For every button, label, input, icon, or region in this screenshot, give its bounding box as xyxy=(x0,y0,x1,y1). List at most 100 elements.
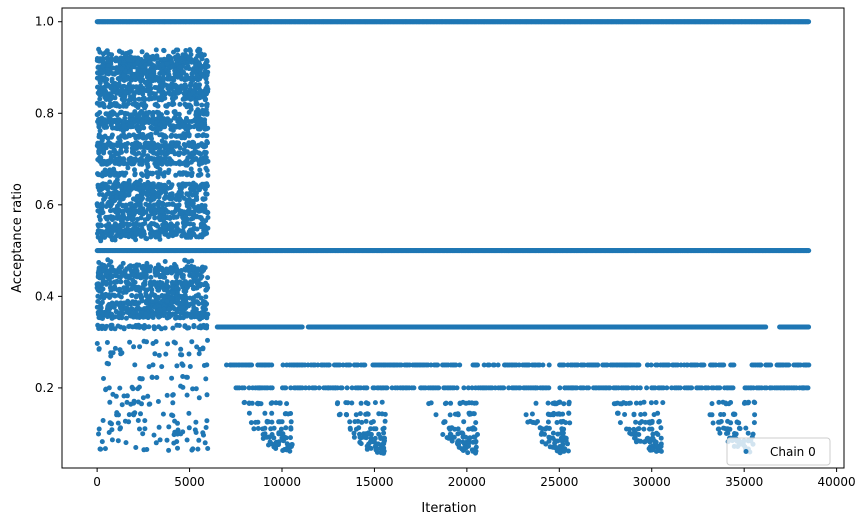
data-point xyxy=(555,431,561,437)
data-point xyxy=(660,400,666,406)
data-point xyxy=(730,385,736,391)
data-point xyxy=(262,362,268,368)
data-point xyxy=(447,412,453,418)
data-point xyxy=(262,425,268,431)
data-point xyxy=(689,385,695,391)
data-point xyxy=(731,362,737,368)
data-point xyxy=(566,410,572,416)
data-point xyxy=(447,425,453,431)
data-point xyxy=(619,401,625,407)
data-point xyxy=(752,412,758,418)
data-point xyxy=(806,324,812,330)
data-point xyxy=(569,385,575,391)
data-point xyxy=(357,411,363,417)
data-point xyxy=(365,401,371,407)
data-point xyxy=(684,362,690,368)
data-point xyxy=(368,420,374,426)
data-point xyxy=(455,431,461,437)
data-point xyxy=(391,362,397,368)
data-point xyxy=(379,399,385,405)
data-point xyxy=(626,400,632,406)
data-point xyxy=(717,430,723,436)
data-point xyxy=(266,434,272,440)
data-point xyxy=(501,385,507,391)
data-point xyxy=(449,438,455,444)
data-point xyxy=(337,411,343,417)
data-point xyxy=(365,411,371,417)
data-point xyxy=(642,411,648,417)
data-point xyxy=(716,399,722,405)
data-point xyxy=(546,412,552,417)
data-point xyxy=(718,419,724,424)
data-point xyxy=(371,385,377,391)
data-point xyxy=(723,401,729,407)
data-point xyxy=(362,362,368,368)
data-point xyxy=(469,400,475,406)
data-point xyxy=(343,412,349,417)
data-point xyxy=(545,400,551,406)
data-point xyxy=(276,430,282,436)
data-point xyxy=(525,419,531,425)
data-point xyxy=(622,412,628,417)
data-point xyxy=(556,411,562,417)
data-point xyxy=(310,362,316,368)
data-point xyxy=(546,385,552,391)
data-point xyxy=(352,419,358,425)
data-point xyxy=(565,441,570,447)
data-point xyxy=(382,411,388,417)
data-point xyxy=(805,385,811,391)
data-point xyxy=(448,400,454,406)
data-point xyxy=(562,385,568,391)
data-point xyxy=(545,419,551,425)
data-point xyxy=(247,362,253,368)
data-point xyxy=(563,420,569,426)
data-point xyxy=(737,426,743,432)
data-point xyxy=(709,412,715,418)
data-point xyxy=(347,425,353,431)
data-point xyxy=(721,362,727,368)
data-point xyxy=(473,400,479,406)
data-point xyxy=(745,430,751,436)
data-point xyxy=(557,385,563,391)
data-point xyxy=(273,446,279,451)
data-point xyxy=(411,385,417,391)
data-point xyxy=(189,59,195,65)
data-point xyxy=(246,401,252,406)
data-point xyxy=(725,430,731,436)
data-point xyxy=(344,385,350,391)
data-point xyxy=(457,362,463,368)
data-point xyxy=(269,385,275,391)
data-point xyxy=(751,420,757,426)
data-point xyxy=(656,419,662,425)
data-point xyxy=(658,435,664,441)
data-point xyxy=(533,400,539,406)
data-point xyxy=(428,400,434,406)
data-point xyxy=(495,362,501,368)
data-point xyxy=(557,450,563,456)
data-point xyxy=(768,362,774,368)
data-point xyxy=(734,419,740,425)
data-point xyxy=(636,362,642,368)
data-point xyxy=(333,385,339,391)
data-point xyxy=(664,385,670,391)
data-point xyxy=(710,420,716,426)
data-point xyxy=(641,426,647,432)
data-point xyxy=(566,401,572,407)
data-point xyxy=(271,435,277,441)
data-point xyxy=(466,426,472,432)
data-point xyxy=(288,435,293,441)
data-point xyxy=(349,400,355,406)
data-point xyxy=(248,420,254,426)
data-point xyxy=(347,362,353,368)
data-point xyxy=(255,400,261,406)
data-point xyxy=(461,385,467,391)
data-point xyxy=(647,420,653,426)
data-point xyxy=(284,401,290,407)
data-point xyxy=(316,385,322,391)
data-point xyxy=(283,411,289,417)
data-point xyxy=(648,362,654,368)
data-point xyxy=(110,71,116,77)
data-point xyxy=(584,385,590,391)
data-point xyxy=(767,385,773,391)
